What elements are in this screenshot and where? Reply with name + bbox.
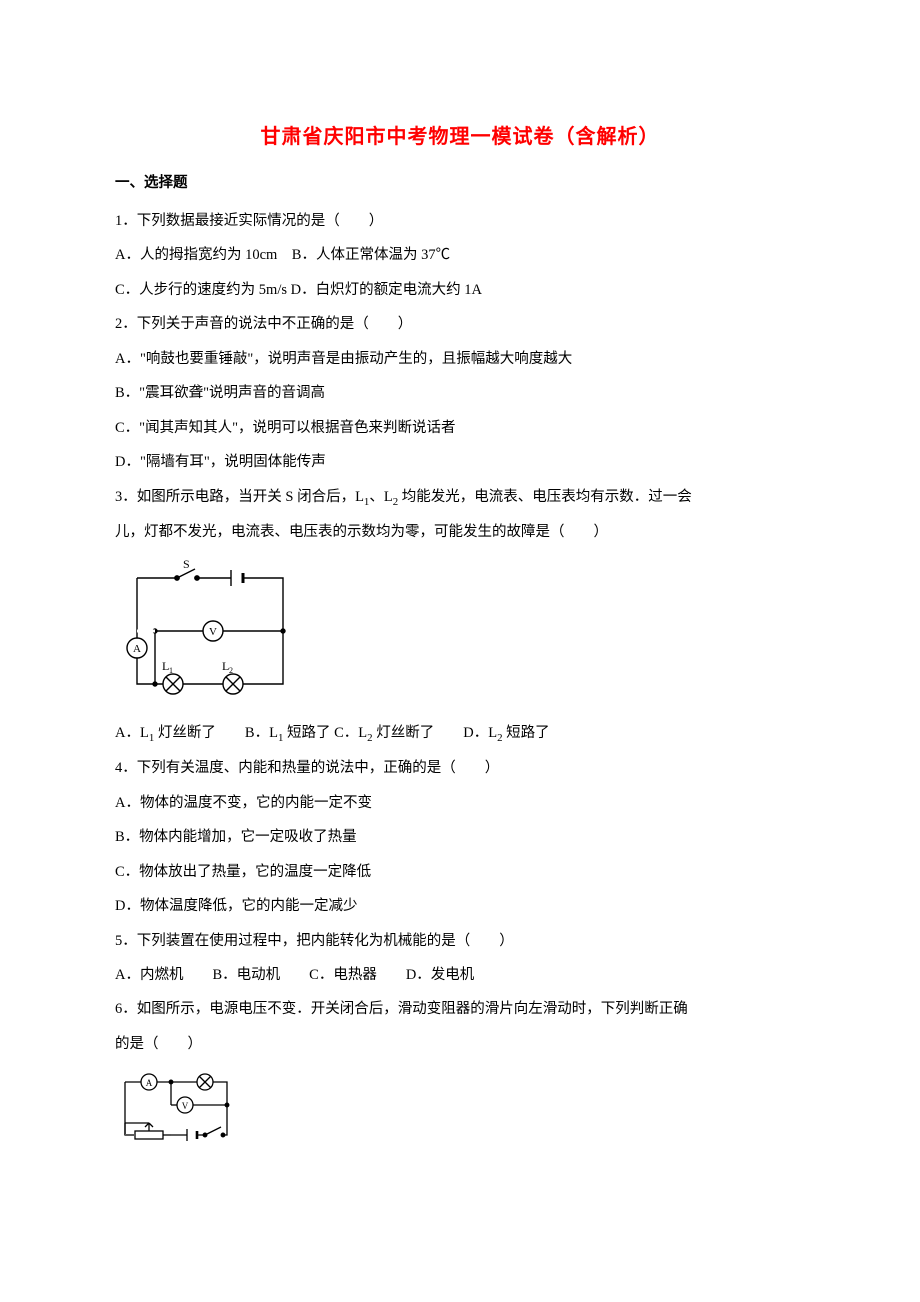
q6-stem-line2: 的是（ ） [115, 1029, 805, 1059]
circuit1-l2-sub: 2 [229, 666, 233, 675]
q3-stem-line1: 3．如图所示电路，当开关 S 闭合后，L1、L2 均能发光，电流表、电压表均有示… [115, 482, 805, 514]
q4-optB: B．物体内能增加，它一定吸收了热量 [115, 822, 805, 852]
circuit1-label-s: S [183, 557, 190, 571]
q1-optD: D．白炽灯的额定电流大约 1A [287, 282, 482, 298]
q5-sep3 [377, 967, 406, 983]
q1-optC: C．人步行的速度约为 5m/s [115, 282, 287, 298]
q3-optC-pre: C．L [334, 725, 367, 741]
circuit2-svg: A V [115, 1067, 235, 1149]
q3-stem-p2: 、L [369, 489, 392, 505]
circuit2-label-a: A [146, 1078, 153, 1088]
q5-optA: A．内燃机 [115, 967, 183, 983]
circuit1-l1-sub: 1 [169, 666, 173, 675]
q3-stem-p3: 均能发光，电流表、电压表均有示数．过一会 [398, 489, 692, 505]
q5-optD: D．发电机 [406, 967, 474, 983]
q2-optA: A．"响鼓也要重锤敲"，说明声音是由振动产生的，且振幅越大响度越大 [115, 344, 805, 374]
q2-optC: C．"闻其声知其人"，说明可以根据音色来判断说话者 [115, 413, 805, 443]
q2-optB: B．"震耳欲聋"说明声音的音调高 [115, 378, 805, 408]
q5-optC: C．电热器 [309, 967, 377, 983]
circuit1-label-a: A [133, 643, 141, 655]
q3-stem-line2: 儿，灯都不发光，电流表、电压表的示数均为零，可能发生的故障是（ ） [115, 517, 805, 547]
q3-sep1 [216, 725, 245, 741]
q4-optA: A．物体的温度不变，它的内能一定不变 [115, 788, 805, 818]
q5-options: A．内燃机 B．电动机 C．电热器 D．发电机 [115, 960, 805, 990]
q1-options-line2: C．人步行的速度约为 5m/s D．白炽灯的额定电流大约 1A [115, 275, 805, 305]
q3-optA-post: 灯丝断了 [154, 725, 216, 741]
circuit1-label-v: V [209, 626, 217, 638]
q1-options-line1: A．人的拇指宽约为 10cm B．人体正常体温为 37℃ [115, 240, 805, 270]
q3-optB-pre: B．L [245, 725, 278, 741]
q3-optA-pre: A．L [115, 725, 149, 741]
q3-optC-post: 灯丝断了 [373, 725, 435, 741]
q4-optC: C．物体放出了热量，它的温度一定降低 [115, 857, 805, 887]
q6-stem-line1: 6．如图所示，电源电压不变．开关闭合后，滑动变阻器的滑片向左滑动时，下列判断正确 [115, 994, 805, 1024]
q4-optD: D．物体温度降低，它的内能一定减少 [115, 891, 805, 921]
circuit1-svg: S A V L 1 L 2 [115, 556, 291, 706]
q3-optD-post: 短路了 [503, 725, 550, 741]
q3-optB-post: 短路了 [283, 725, 330, 741]
circuit2-label-v: V [182, 1101, 189, 1111]
q5-sep1 [183, 967, 212, 983]
document-title: 甘肃省庆阳市中考物理一模试卷（含解析） [115, 120, 805, 149]
q3-stem-p1: 3．如图所示电路，当开关 S 闭合后，L [115, 489, 364, 505]
circuit-diagram-1: S A V L 1 L 2 [115, 556, 805, 706]
q3-optD-pre: D．L [463, 725, 497, 741]
circuit-diagram-2: A V [115, 1067, 805, 1149]
q1-optB: B．人体正常体温为 37℃ [277, 247, 450, 263]
q3-options: A．L1 灯丝断了 B．L1 短路了 C．L2 灯丝断了 D．L2 短路了 [115, 718, 805, 750]
q1-optA: A．人的拇指宽约为 10cm [115, 247, 277, 263]
q2-optD: D．"隔墙有耳"，说明固体能传声 [115, 447, 805, 477]
q2-stem: 2．下列关于声音的说法中不正确的是（ ） [115, 309, 805, 339]
section-heading: 一、选择题 [115, 171, 805, 192]
q4-stem: 4．下列有关温度、内能和热量的说法中，正确的是（ ） [115, 753, 805, 783]
q5-stem: 5．下列装置在使用过程中，把内能转化为机械能的是（ ） [115, 926, 805, 956]
q3-sep3 [434, 725, 463, 741]
q5-optB: B．电动机 [212, 967, 280, 983]
q5-sep2 [280, 967, 309, 983]
q1-stem: 1．下列数据最接近实际情况的是（ ） [115, 206, 805, 236]
